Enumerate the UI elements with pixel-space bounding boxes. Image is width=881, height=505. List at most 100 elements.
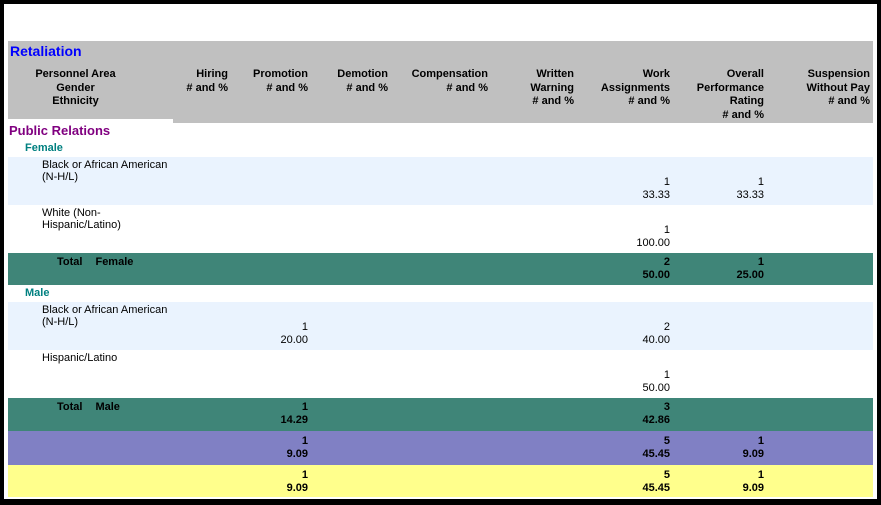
cell-promotion: 1 14.29 <box>231 398 311 431</box>
count-value: 2 <box>663 321 670 333</box>
count-value: 1 <box>757 469 764 481</box>
percent-value: 100.00 <box>636 237 670 249</box>
cell-suspension_without_pay <box>767 302 873 350</box>
count-value: 1 <box>663 176 670 188</box>
ethnicity-row: White (Non-Hispanic/Latino) 1 100.00 <box>8 205 873 253</box>
cell-work_assignments: 1 100.00 <box>577 205 673 253</box>
cell-suspension_without_pay <box>767 205 873 253</box>
cell-demotion <box>311 253 391 285</box>
cell-overall_performance <box>673 350 767 398</box>
cell-demotion <box>311 350 391 398</box>
cell-work_assignments: 1 50.00 <box>577 350 673 398</box>
cell-overall_performance: 1 9.09 <box>673 465 767 497</box>
cell-promotion: 1 9.09 <box>231 465 311 497</box>
total-label-cell: Total Female <box>8 253 173 285</box>
cell-overall_performance: 1 33.33 <box>673 157 767 205</box>
percent-value: 20.00 <box>280 334 308 346</box>
cell-promotion: 1 20.00 <box>231 302 311 350</box>
cell-written_warning <box>491 398 577 431</box>
column-header-compensation: Compensation # and % <box>391 61 491 123</box>
percent-value: 42.86 <box>642 414 670 426</box>
cell-compensation <box>391 205 491 253</box>
percent-value: 50.00 <box>642 382 670 394</box>
cell-overall_performance: 1 25.00 <box>673 253 767 285</box>
cell-work_assignments: 2 40.00 <box>577 302 673 350</box>
cell-work_assignments: 5 45.45 <box>577 465 673 497</box>
percent-value: 33.33 <box>736 189 764 201</box>
cell-compensation <box>391 398 491 431</box>
cell-promotion <box>231 157 311 205</box>
cell-hiring <box>173 431 231 465</box>
count-value: 1 <box>301 321 308 333</box>
cell-demotion <box>311 465 391 497</box>
cell-overall_performance: 1 9.09 <box>673 431 767 465</box>
total-row-female: Total Female 2 50.00 1 25.00 <box>8 253 873 285</box>
count-value: 1 <box>757 256 764 268</box>
cell-hiring <box>173 350 231 398</box>
total-gender-label: Male <box>95 401 120 413</box>
ethnicity-row: Black or African American (N-H/L) 1 20.00 2… <box>8 302 873 350</box>
cell-promotion <box>231 253 311 285</box>
cell-compensation <box>391 431 491 465</box>
cell-suspension_without_pay <box>767 350 873 398</box>
cell-hiring <box>173 157 231 205</box>
total-label: Total <box>57 256 83 268</box>
table-header-row: Personnel Area Gender Ethnicity Hiring # … <box>8 61 873 123</box>
count-value: 2 <box>663 256 670 268</box>
count-value: 1 <box>663 224 670 236</box>
count-value: 1 <box>301 401 308 413</box>
cell-compensation <box>391 157 491 205</box>
cell-written_warning <box>491 431 577 465</box>
cell-overall_performance <box>673 302 767 350</box>
percent-value: 9.09 <box>742 482 764 494</box>
cell-compensation <box>391 465 491 497</box>
cell-written_warning <box>491 350 577 398</box>
gender-header-female: Female <box>8 140 873 157</box>
cell-compensation <box>391 253 491 285</box>
summary-row-yellow: 1 9.09 5 45.45 1 9.09 <box>8 465 873 497</box>
column-header-work_assignments: Work Assignments # and % <box>577 61 673 123</box>
cell-work_assignments: 3 42.86 <box>577 398 673 431</box>
top-margin <box>8 4 873 41</box>
total-gender-label: Female <box>95 256 134 268</box>
cell-written_warning <box>491 205 577 253</box>
cell-compensation <box>391 350 491 398</box>
cell-compensation <box>391 302 491 350</box>
cell-promotion <box>231 350 311 398</box>
column-header-written_warning: Written Warning # and % <box>491 61 577 123</box>
count-value: 5 <box>663 469 670 481</box>
count-value: 3 <box>663 401 670 413</box>
ethnicity-row: Black or African American (N-H/L) 1 33.33 1… <box>8 157 873 205</box>
cell-suspension_without_pay <box>767 465 873 497</box>
cell-work_assignments: 1 33.33 <box>577 157 673 205</box>
percent-value: 25.00 <box>736 269 764 281</box>
cell-overall_performance <box>673 205 767 253</box>
cell-suspension_without_pay <box>767 431 873 465</box>
percent-value: 9.09 <box>742 448 764 460</box>
percent-value: 45.45 <box>642 482 670 494</box>
cell-hiring <box>173 465 231 497</box>
summary-label-empty <box>8 465 173 497</box>
cell-promotion: 1 9.09 <box>231 431 311 465</box>
percent-value: 33.33 <box>642 189 670 201</box>
cell-promotion <box>231 205 311 253</box>
gender-header-male: Male <box>8 285 873 302</box>
cell-hiring <box>173 205 231 253</box>
summary-label-empty <box>8 431 173 465</box>
cell-overall_performance <box>673 398 767 431</box>
percent-value: 9.09 <box>286 448 308 460</box>
count-value: 5 <box>663 435 670 447</box>
column-header-suspension_without_pay: Suspension Without Pay # and % <box>767 61 873 123</box>
gender-label: Female <box>25 142 63 154</box>
cell-demotion <box>311 302 391 350</box>
cell-suspension_without_pay <box>767 157 873 205</box>
total-label: Total <box>57 401 83 413</box>
total-label-cell: Total Male <box>8 398 173 431</box>
percent-value: 14.29 <box>280 414 308 426</box>
cell-demotion <box>311 431 391 465</box>
cell-written_warning <box>491 465 577 497</box>
count-value: 1 <box>301 435 308 447</box>
cell-hiring <box>173 398 231 431</box>
percent-value: 45.45 <box>642 448 670 460</box>
